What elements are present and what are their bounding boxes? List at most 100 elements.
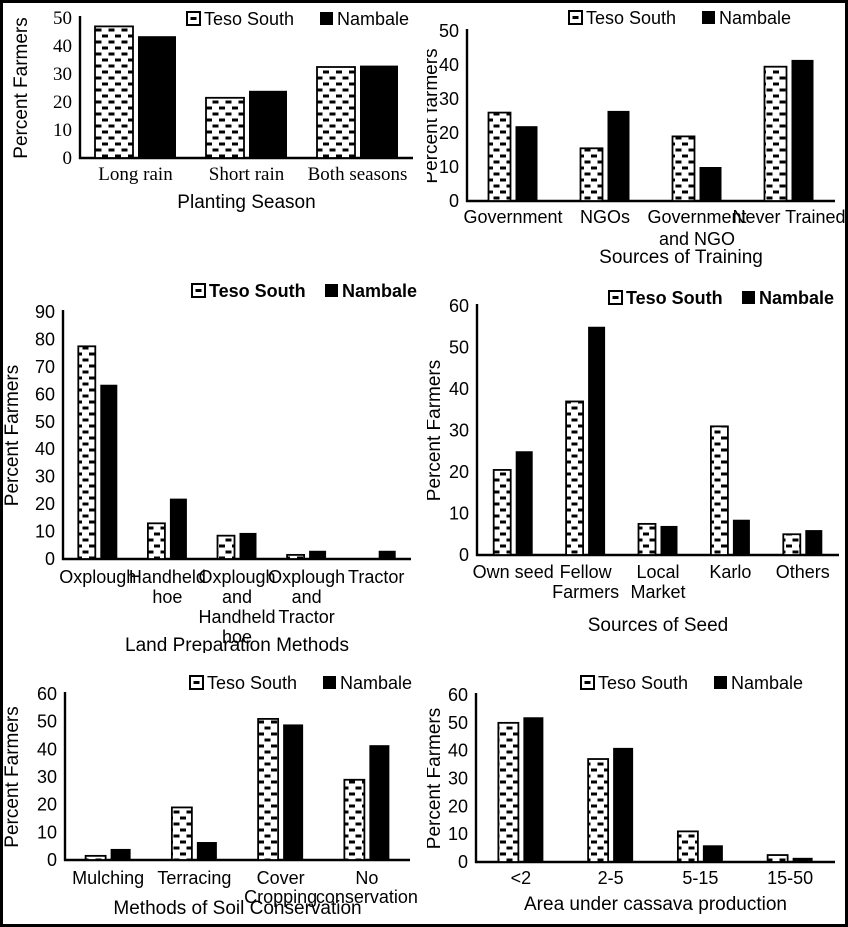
x-axis-title: Sources of Seed <box>588 615 728 636</box>
legend-label-teso-south: Teso South <box>209 281 306 301</box>
chart-planting-season-svg: Teso South Nambale 0 10 20 30 40 50 Percent Farm… <box>11 8 413 213</box>
x-tick-label: Karlo <box>709 562 751 582</box>
chart-sources-of-training: Teso South Nambale 0 10 20 30 40 50 Percent farm… <box>427 3 845 273</box>
bar-nambale <box>792 857 813 862</box>
y-tick-label: 40 <box>37 739 57 759</box>
x-tick-label: 5-15 <box>682 868 718 888</box>
legend-swatch-teso-south-dash <box>195 289 202 292</box>
x-tick-label: hoe <box>152 587 182 607</box>
bar-nambale <box>169 498 187 559</box>
bar-nambale <box>588 326 606 555</box>
x-tick-label: Cropping <box>244 887 317 907</box>
legend-swatch-teso-south-dash <box>193 681 200 684</box>
bar-nambale <box>702 845 723 862</box>
bar-nambale <box>196 842 217 860</box>
y-tick-label: 50 <box>448 713 468 733</box>
chart-planting-season: Teso South Nambale 0 10 20 30 40 50 Percent Farm… <box>3 3 427 273</box>
bar-teso-south <box>170 806 193 861</box>
bar-nambale <box>660 525 678 555</box>
x-tick-label: Cover <box>257 868 305 888</box>
legend-label-teso-south: Teso South <box>207 673 297 693</box>
bar-teso-south <box>497 721 520 863</box>
y-tick-label: 60 <box>448 685 468 705</box>
x-tick-label: Market <box>630 582 685 602</box>
legend: Teso South Nambale <box>191 281 417 301</box>
x-tick-label: hoe <box>222 627 252 647</box>
x-tick-label: No <box>355 868 378 888</box>
y-tick-label: 30 <box>448 769 468 789</box>
x-tick-label: 2-5 <box>598 868 624 888</box>
bar-nambale <box>515 451 533 555</box>
legend: Teso South Nambale <box>189 673 412 693</box>
chart-sources-of-seed-svg: Teso South Nambale 0 10 20 30 40 50 60 Percent Fa… <box>427 288 839 636</box>
bar-teso-south <box>492 469 512 556</box>
bar-teso-south <box>671 135 696 202</box>
x-tick-label: Tractor <box>348 567 404 587</box>
y-tick-label: 40 <box>448 741 468 761</box>
bar-nambale <box>378 550 396 559</box>
x-tick-label: Farmers <box>552 582 619 602</box>
y-tick-label: 30 <box>449 421 469 441</box>
x-tick-label: 15-50 <box>767 868 813 888</box>
bar-nambale <box>283 724 304 860</box>
bar-nambale <box>138 36 176 159</box>
y-tick-label: 0 <box>63 148 73 169</box>
bar-teso-south <box>77 345 97 560</box>
bar-teso-south <box>257 718 280 861</box>
x-tick-label: Never Trained <box>732 207 845 227</box>
y-tick-label: 50 <box>449 338 469 358</box>
y-axis-title: Percent Farmers <box>427 360 445 501</box>
y-tick-label: 40 <box>35 439 55 459</box>
y-tick-label: 20 <box>448 796 468 816</box>
bar-teso-south <box>709 425 729 556</box>
bar-nambale <box>613 747 634 862</box>
x-tick-label: Oxplough <box>59 567 136 587</box>
y-tick-label: 50 <box>37 712 57 732</box>
x-tick-label: Long rain <box>98 164 173 185</box>
bar-teso-south <box>782 533 802 556</box>
bar-nambale <box>515 126 538 201</box>
x-axis-title: Sources of Training <box>599 247 763 268</box>
x-axis-title: Planting Season <box>177 192 315 213</box>
x-tick-label: Short rain <box>209 164 285 185</box>
y-tick-label: 40 <box>439 55 459 75</box>
chart-area-under-cassava-production: Teso South Nambale 0 10 20 30 40 50 60 Percent Fa… <box>427 653 845 924</box>
y-tick-label: 40 <box>449 379 469 399</box>
y-tick-label: 10 <box>449 504 469 524</box>
y-tick-label: 20 <box>53 92 72 113</box>
y-tick-label: 60 <box>37 684 57 704</box>
y-tick-label: 20 <box>37 795 57 815</box>
bar-nambale <box>805 530 823 555</box>
x-tick-label: Fellow <box>560 562 613 582</box>
bar-nambale <box>309 550 327 559</box>
x-axis-title: Land Preparation Methods <box>125 635 349 653</box>
y-tick-label: 40 <box>53 36 72 57</box>
legend-label-nambale: Nambale <box>719 8 791 28</box>
bar-nambale <box>100 384 118 559</box>
x-tick-label: Handheld <box>198 607 275 627</box>
bar-teso-south <box>587 758 610 863</box>
legend-label-nambale: Nambale <box>342 281 417 301</box>
x-tick-label: Terracing <box>157 868 231 888</box>
bar-teso-south <box>579 147 604 202</box>
y-tick-label: 10 <box>439 157 459 177</box>
x-tick-label: Mulching <box>72 868 144 888</box>
legend-label-teso-south: Teso South <box>626 288 723 308</box>
x-tick-label: Own seed <box>473 562 554 582</box>
chart-methods-of-soil-conservation-svg: Teso South Nambale 0 10 20 30 40 50 60 Percent Fa… <box>3 673 418 919</box>
y-axis-title: Percent Farmers <box>11 17 32 158</box>
bar-nambale <box>360 65 398 158</box>
bar-teso-south <box>766 854 789 863</box>
y-tick-label: 70 <box>35 357 55 377</box>
legend-label-nambale: Nambale <box>731 673 803 693</box>
legend-swatch-teso-south-dash <box>584 681 591 684</box>
y-tick-label: 50 <box>439 21 459 41</box>
chart-methods-of-soil-conservation: Teso South Nambale 0 10 20 30 40 50 60 Percent Fa… <box>3 653 427 924</box>
legend-label-nambale: Nambale <box>337 9 409 29</box>
legend: Teso South Nambale <box>568 8 791 28</box>
y-tick-label: 50 <box>53 8 72 29</box>
bar-nambale <box>791 59 814 202</box>
y-axis-title: Percent farmers <box>427 48 442 183</box>
